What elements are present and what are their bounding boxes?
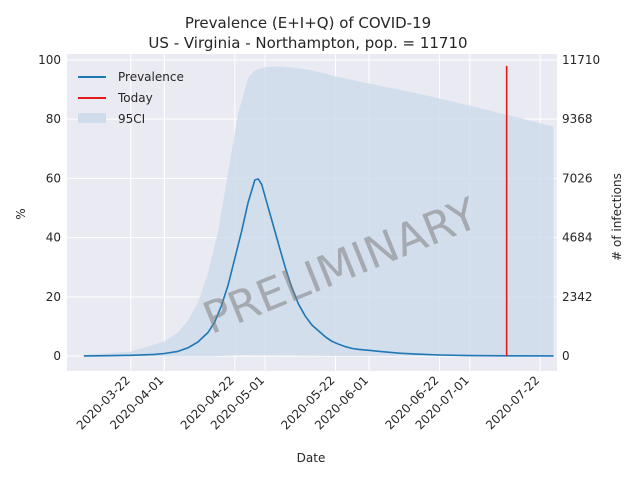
y-tick-label-2: 40: [46, 231, 61, 245]
legend-label-today: Today: [117, 91, 153, 105]
y-tick-label-0: 0: [53, 349, 61, 363]
prevalence-line-layer: [83, 178, 554, 357]
legend-swatch-95ci: [78, 113, 106, 123]
y-tick-label-3: 60: [46, 171, 61, 185]
y-tick-label-4: 80: [46, 112, 61, 126]
chart-title-line-1: Prevalence (E+I+Q) of COVID-19: [185, 14, 431, 32]
y-right-tick-label-5: 11710: [562, 53, 600, 67]
y-right-tick-label-4: 9368: [562, 112, 593, 126]
y-right-tick-label-3: 7026: [562, 171, 593, 185]
legend-label-prevalence: Prevalence: [118, 70, 184, 84]
y-tick-label-1: 20: [46, 290, 61, 304]
y-axis-ticks: 0 20 40 60 80 100: [38, 53, 61, 363]
y-right-tick-label-2: 4684: [562, 231, 593, 245]
y-right-tick-label-0: 0: [562, 349, 570, 363]
legend: Prevalence Today 95CI: [78, 70, 184, 126]
x-axis-label: Date: [297, 451, 326, 465]
legend-label-95ci: 95CI: [118, 112, 145, 126]
y-tick-label-5: 100: [38, 53, 61, 67]
y-axis-label: %: [14, 208, 28, 219]
chart-title-line-2: US - Virginia - Northampton, pop. = 1171…: [148, 34, 467, 52]
y-right-axis-label: # of infections: [610, 173, 624, 261]
series-line-0: [83, 178, 554, 357]
y-right-tick-label-1: 2342: [562, 290, 593, 304]
ci-band-layer: [83, 66, 554, 357]
y-right-axis-ticks: 0 2342 4684 7026 9368 11710: [562, 53, 600, 363]
ci-band-95ci: [83, 66, 554, 357]
x-tick-label-8: 2020-07-22: [483, 373, 542, 432]
